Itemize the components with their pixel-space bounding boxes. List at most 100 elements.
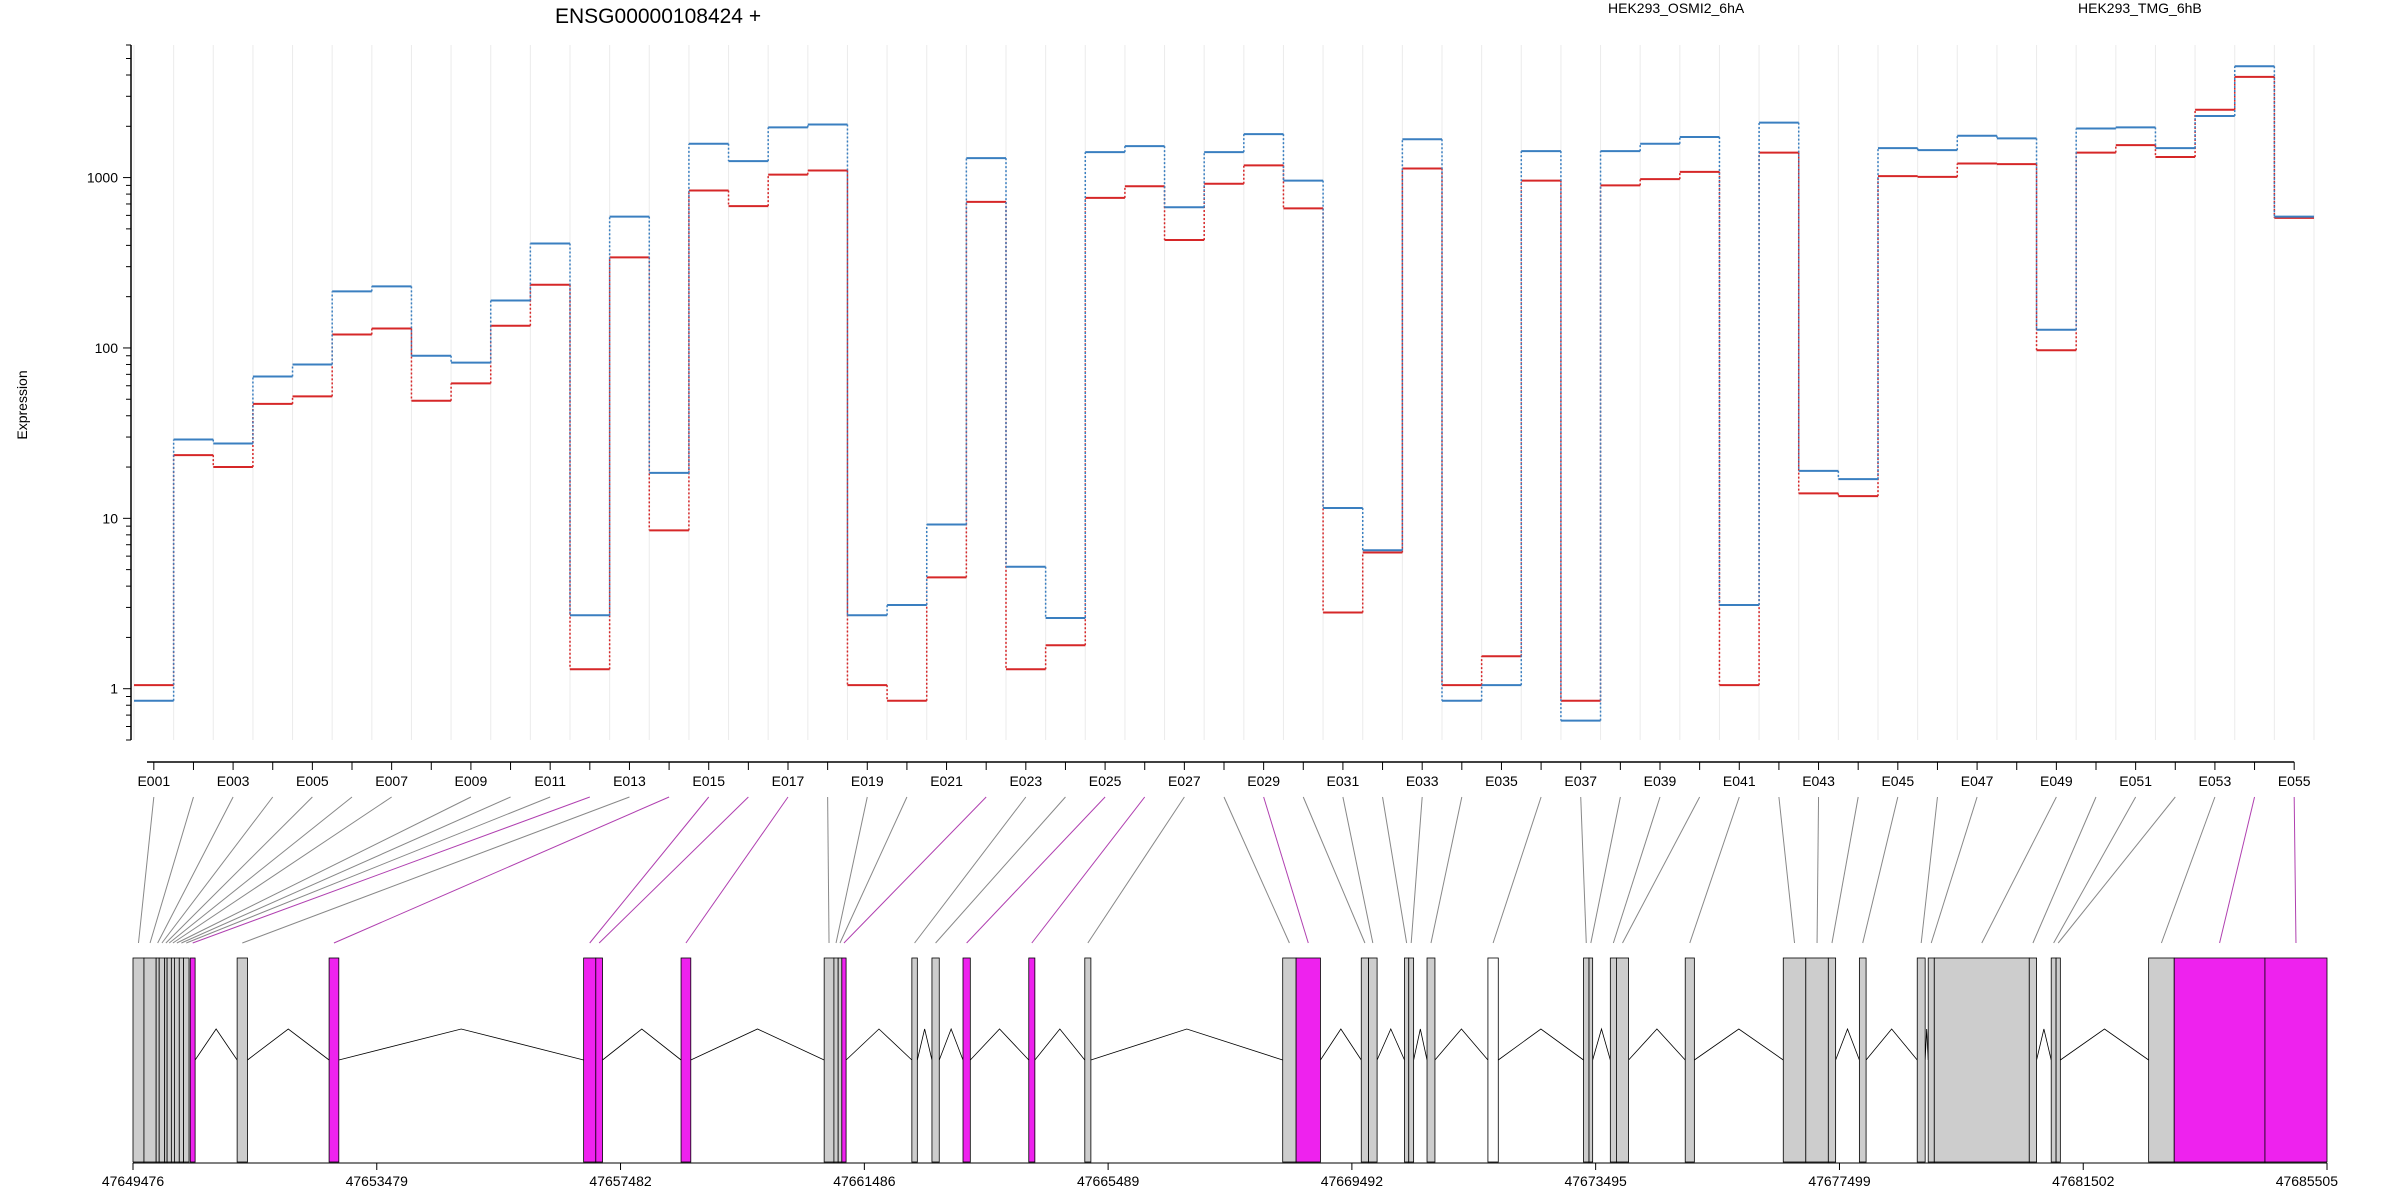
exon-block xyxy=(1782,957,1807,1163)
exon-block xyxy=(178,957,184,1163)
exon-connector xyxy=(161,796,274,944)
exon-connector xyxy=(192,796,590,944)
exon-connector xyxy=(2293,796,2297,944)
intron xyxy=(690,1028,825,1061)
exon-tick-label: E017 xyxy=(772,773,805,789)
exon-block xyxy=(837,957,843,1163)
chart-title: ENSG00000108424 + xyxy=(555,5,761,28)
intron xyxy=(1434,1028,1489,1061)
y-axis: 1 10 100 1000 xyxy=(87,44,132,741)
exon-tick-label: E005 xyxy=(296,773,329,789)
exon-tick-label: E051 xyxy=(2119,773,2152,789)
exon-connector xyxy=(1382,796,1408,944)
genomic-tick-label: 47657482 xyxy=(589,1173,652,1189)
genomic-tick-label: 47685505 xyxy=(2276,1173,2339,1189)
exon-connector xyxy=(935,796,1066,944)
exon-axis: E001 E003 E005 E007 E009 E011 E013 E015 E017 E019… xyxy=(137,761,2311,789)
intron xyxy=(1413,1028,1428,1061)
intron xyxy=(845,1028,913,1061)
exon-tick-label: E045 xyxy=(1881,773,1914,789)
intron xyxy=(1034,1028,1086,1061)
exon-connector xyxy=(149,796,194,944)
exon-connector xyxy=(333,796,670,944)
gene-model xyxy=(132,957,2328,1163)
exon-connector xyxy=(176,796,472,944)
exon-block xyxy=(328,957,340,1163)
intron xyxy=(938,1027,964,1061)
exon-connector xyxy=(843,796,987,944)
y-tick-label: 10 xyxy=(102,510,118,526)
exon-connector xyxy=(1981,796,2057,944)
exon-block xyxy=(1916,957,1926,1163)
exon-connector xyxy=(168,796,353,944)
y-tick-label: 1000 xyxy=(87,170,118,186)
exon-connector xyxy=(1622,796,1701,944)
series-1 xyxy=(134,65,2314,722)
exon-connector xyxy=(165,796,313,944)
genomic-tick-label: 47673495 xyxy=(1564,1173,1627,1189)
exon-tick-label: E041 xyxy=(1723,773,1756,789)
exon-connector xyxy=(685,796,789,944)
exon-block xyxy=(158,957,166,1163)
exon-connector xyxy=(242,796,630,944)
intron xyxy=(1865,1028,1918,1061)
exon-tick-label: E009 xyxy=(455,773,488,789)
y-tick-label: 1 xyxy=(110,681,118,697)
y-axis-label: Expression xyxy=(14,370,30,439)
genomic-tick-label: 47661486 xyxy=(833,1173,896,1189)
exon-tick-label: E055 xyxy=(2278,773,2311,789)
exon-connector xyxy=(1612,796,1661,944)
genomic-tick-label: 47665489 xyxy=(1077,1173,1140,1189)
exon-connector xyxy=(598,796,749,944)
exon-block xyxy=(1360,957,1369,1163)
intron xyxy=(194,1028,238,1061)
exon-connector xyxy=(1862,796,1899,944)
exon-block xyxy=(595,957,603,1163)
intron xyxy=(2060,1028,2149,1061)
exon-connector xyxy=(1263,796,1309,944)
series-0 xyxy=(134,75,2314,702)
exon-connector xyxy=(914,796,1027,944)
exon-connector xyxy=(1778,796,1796,944)
exon-connector xyxy=(157,796,234,944)
exon-block xyxy=(1408,957,1415,1163)
exon-tick-label: E013 xyxy=(613,773,646,789)
exon-tick-label: E011 xyxy=(534,773,566,789)
genomic-tick-label: 47677499 xyxy=(1808,1173,1871,1189)
exon-connector xyxy=(2053,796,2137,944)
exon-tick-label: E027 xyxy=(1168,773,1201,789)
exon-connector xyxy=(1831,796,1859,944)
exon-block xyxy=(1858,957,1867,1163)
exon-block xyxy=(823,957,835,1163)
exon-block xyxy=(1933,957,2030,1163)
exon-block xyxy=(166,957,172,1163)
exon-block xyxy=(170,957,175,1163)
intron xyxy=(1694,1028,1784,1061)
exon-block xyxy=(1028,957,1036,1163)
intron xyxy=(602,1028,682,1061)
intron xyxy=(2036,1028,2052,1061)
exon-block xyxy=(841,957,847,1163)
exon-block xyxy=(962,957,971,1163)
legend-entry-osmi2: HEK293_OSMI2_6hA xyxy=(1608,0,1745,16)
intron xyxy=(1498,1028,1584,1061)
genomic-tick-label: 47649476 xyxy=(102,1173,165,1189)
exon-tick-label: E039 xyxy=(1644,773,1677,789)
exon-block xyxy=(2028,957,2037,1163)
exon-block xyxy=(1368,957,1378,1163)
exon-block xyxy=(2050,957,2057,1163)
y-tick-label: 100 xyxy=(95,340,119,356)
exon-tick-label: E007 xyxy=(375,773,408,789)
exon-connector xyxy=(1920,796,1938,944)
exon-block xyxy=(183,957,190,1163)
exon-tick-label: E049 xyxy=(2040,773,2073,789)
intron xyxy=(1320,1028,1362,1061)
exon-block xyxy=(1927,957,1935,1163)
legend-entry-tmg: HEK293_TMG_6hB xyxy=(2078,0,2202,16)
exon-connector xyxy=(1580,796,1587,944)
genomic-tick-label: 47653479 xyxy=(346,1173,409,1189)
exon-connector xyxy=(839,796,908,944)
exon-tick-label: E003 xyxy=(217,773,250,789)
intron xyxy=(916,1028,933,1061)
